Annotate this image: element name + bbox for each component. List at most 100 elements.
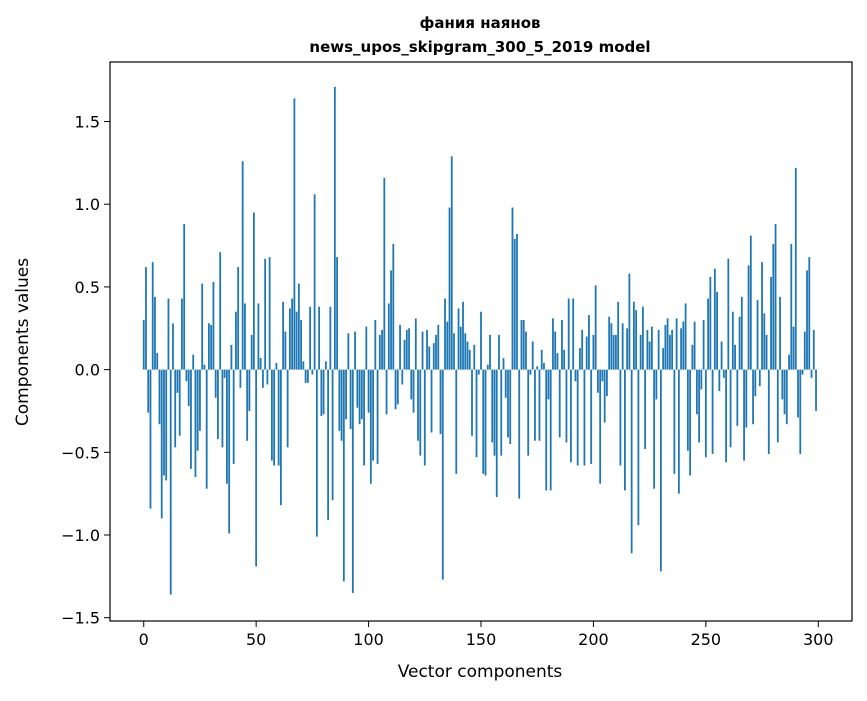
bar-253	[711, 369, 714, 454]
bar-221	[639, 334, 642, 370]
y-tick-label: −1.5	[61, 609, 100, 628]
bar-74	[309, 306, 312, 370]
bar-299	[815, 369, 817, 411]
bar-231	[662, 348, 665, 370]
bar-2	[147, 369, 150, 413]
bar-3	[149, 369, 152, 509]
bar-211	[617, 301, 620, 370]
bar-46	[246, 369, 249, 441]
bar-130	[435, 334, 437, 370]
bar-223	[644, 369, 647, 449]
bar-106	[381, 329, 383, 370]
bar-50	[255, 369, 258, 567]
bar-209	[612, 334, 615, 370]
x-tick-label: 300	[803, 630, 834, 649]
bar-198	[588, 315, 590, 370]
bar-247	[698, 369, 700, 443]
bar-218	[633, 301, 635, 370]
bar-90	[345, 369, 347, 420]
bar-99	[365, 326, 368, 370]
bar-233	[666, 318, 669, 370]
bar-159	[500, 369, 503, 456]
bar-51	[257, 303, 260, 370]
bar-131	[437, 324, 440, 370]
bar-133	[441, 369, 444, 580]
bar-127	[428, 346, 431, 370]
bar-170	[525, 331, 527, 370]
bar-268	[745, 369, 748, 428]
y-tick-label: −1.0	[61, 526, 100, 545]
bar-187	[563, 349, 566, 370]
bar-80	[322, 369, 325, 415]
bar-273	[756, 300, 759, 370]
bar-126	[426, 329, 428, 370]
bar-21	[190, 369, 192, 469]
bar-100	[367, 369, 370, 413]
bar-192	[574, 369, 577, 382]
bar-91	[347, 333, 350, 370]
bar-177	[540, 349, 543, 370]
y-tick-label: 0.0	[75, 361, 100, 380]
bar-29	[208, 323, 210, 370]
bar-65	[288, 308, 291, 370]
bar-18	[183, 224, 186, 370]
bar-269	[747, 265, 750, 370]
bar-62	[282, 301, 285, 370]
bar-77	[315, 369, 318, 537]
bar-156	[493, 369, 496, 456]
bar-230	[659, 369, 662, 572]
bar-184	[556, 353, 559, 370]
bar-25	[199, 369, 201, 431]
bar-154	[489, 334, 491, 370]
bar-147	[473, 344, 476, 370]
bar-41	[235, 311, 237, 370]
bar-244	[691, 344, 694, 370]
bar-205	[603, 369, 606, 423]
bar-15	[176, 369, 179, 393]
bar-94	[354, 331, 356, 370]
bar-240	[682, 321, 685, 370]
bar-188	[565, 369, 568, 443]
bar-229	[657, 329, 660, 370]
bar-262	[731, 311, 734, 370]
bar-168	[520, 320, 523, 370]
bar-210	[615, 334, 617, 370]
bar-31	[212, 281, 215, 370]
bar-263	[734, 344, 736, 370]
chart-title-group: фания наянов news_upos_skipgram_300_5_20…	[309, 14, 650, 56]
bar-44	[241, 161, 244, 370]
bar-118	[408, 328, 410, 370]
bar-251	[707, 298, 709, 370]
bar-220	[637, 369, 640, 526]
x-axis-ticks: 0 50 100 150 200 250 300	[139, 621, 834, 649]
bar-132	[439, 369, 442, 435]
bar-137	[450, 156, 453, 370]
x-tick-label: 0	[139, 630, 149, 649]
bar-67	[293, 98, 296, 370]
bar-104	[376, 369, 379, 464]
bar-78	[318, 306, 321, 370]
bar-255	[716, 291, 718, 370]
bar-290	[794, 167, 797, 370]
bar-13	[172, 323, 174, 370]
bar-238	[677, 369, 680, 494]
bar-227	[653, 369, 656, 489]
bar-222	[641, 306, 644, 370]
bar-155	[491, 369, 494, 443]
bar-95	[356, 369, 359, 408]
bar-59	[275, 363, 278, 370]
bar-55	[266, 369, 269, 385]
bar-282	[776, 369, 779, 443]
y-tick-label: 0.5	[75, 278, 100, 297]
bar-248	[700, 369, 703, 390]
bar-0	[142, 320, 145, 370]
bar-289	[792, 326, 795, 370]
bar-136	[448, 207, 451, 370]
bar-33	[217, 369, 219, 440]
bar-102	[372, 369, 374, 461]
bar-236	[673, 369, 676, 474]
bar-101	[369, 369, 372, 484]
bar-128	[430, 369, 433, 433]
bar-63	[284, 331, 287, 370]
bar-158	[498, 334, 500, 370]
